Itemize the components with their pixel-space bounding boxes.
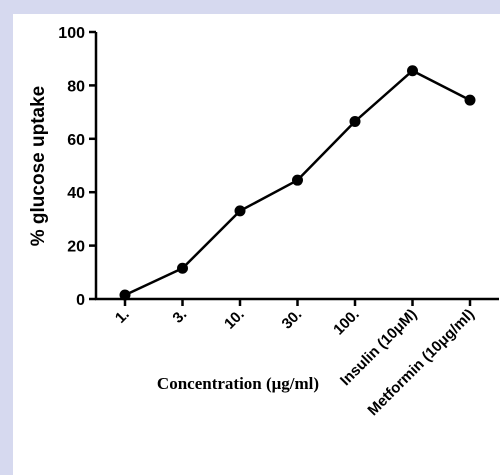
data-point <box>177 262 188 274</box>
y-axis-label: % glucose uptake <box>28 86 49 247</box>
data-point <box>119 289 131 301</box>
data-point <box>464 94 476 106</box>
x-tick-label: 10. <box>221 306 248 333</box>
x-tick-label: 1. <box>112 306 133 327</box>
series-line <box>119 65 476 301</box>
data-point <box>407 65 418 77</box>
data-point <box>349 115 361 127</box>
x-tick-label: Metformin (10μg/ml) <box>364 306 477 419</box>
x-tick-label: 3. <box>169 306 190 327</box>
x-axis-ticks: 1. 3. 10. 30. 100.Insulin (10μM)Metformin (1… <box>112 299 478 419</box>
y-axis-ticks: 0 20 40 60 80 100 <box>58 25 96 309</box>
y-tick-label: 0 <box>76 292 85 309</box>
y-tick-label: 20 <box>67 239 85 256</box>
axes <box>94 32 499 301</box>
data-point <box>234 205 246 217</box>
y-tick-label: 80 <box>67 78 85 95</box>
y-tick-label: 60 <box>67 132 85 149</box>
x-tick-label: 100. <box>330 306 363 339</box>
x-tick-label: 30. <box>279 306 306 333</box>
data-point <box>292 174 303 186</box>
y-tick-label: 100 <box>58 25 85 42</box>
x-axis-label: Concentration (μg/ml) <box>157 374 319 393</box>
y-tick-label: 40 <box>67 185 85 202</box>
